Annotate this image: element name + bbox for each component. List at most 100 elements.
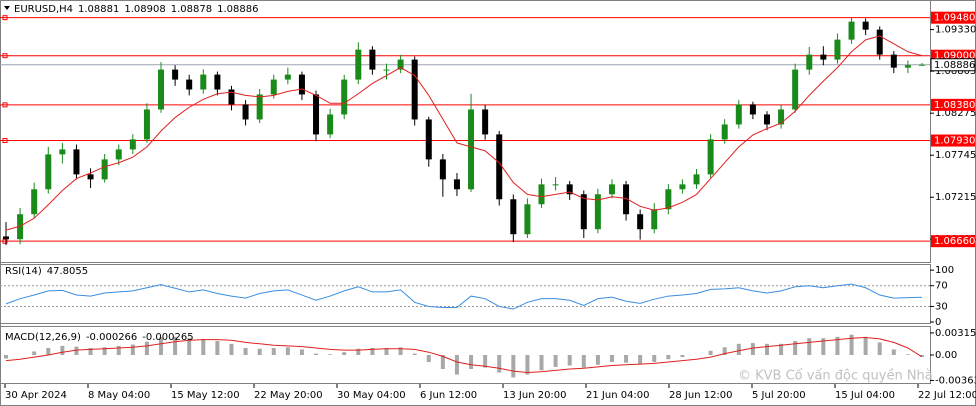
macd-bar xyxy=(130,344,135,355)
macd-bar xyxy=(215,341,220,355)
macd-bar xyxy=(201,338,206,355)
macd-bar xyxy=(511,355,516,378)
macd-header: -0.000265 xyxy=(142,332,193,343)
y-tick-label: 0.003154 xyxy=(935,328,976,339)
candle-body xyxy=(228,89,235,105)
macd-bar xyxy=(638,355,643,365)
candle-body xyxy=(778,109,785,125)
macd-bar xyxy=(609,355,614,362)
macd-bar xyxy=(497,355,502,373)
macd-bar xyxy=(736,343,741,355)
macd-bar xyxy=(32,351,37,355)
y-tick-label: 1.08805 xyxy=(935,66,976,77)
y-tick-label: 1.07215 xyxy=(935,192,976,203)
level-label: 1.06660 xyxy=(934,236,975,247)
macd-bar xyxy=(722,347,727,355)
level-label-bg xyxy=(931,134,975,147)
macd-bar xyxy=(567,355,572,366)
candle-body xyxy=(298,74,305,95)
macd-bar xyxy=(581,355,586,368)
rsi-header: RSI(14) xyxy=(5,266,42,277)
rsi-header: 47.8055 xyxy=(47,266,88,277)
candle-body xyxy=(369,49,376,70)
candle-body xyxy=(848,21,855,40)
candle-body xyxy=(679,184,686,190)
level-label-bg xyxy=(931,98,975,111)
macd-bar xyxy=(849,334,854,355)
macd-bar xyxy=(891,349,896,355)
candle-body xyxy=(496,134,503,200)
watermark: © KVB Cố vấn độc quyền Nhà xyxy=(738,369,933,384)
candle-body xyxy=(524,204,531,235)
level-label: 1.07930 xyxy=(934,136,975,147)
x-tick-label: 5 Jul 20:00 xyxy=(752,390,806,401)
candle-body xyxy=(876,29,883,55)
macd-bar xyxy=(314,353,319,355)
macd-bar xyxy=(426,355,431,362)
candle-body xyxy=(651,209,658,230)
y-tick-label: 1.09330 xyxy=(935,25,976,36)
macd-bar xyxy=(793,341,798,355)
candle-body xyxy=(594,194,601,230)
candle-body xyxy=(3,236,9,240)
macd-bar xyxy=(328,354,333,355)
header-text: 1.08886 xyxy=(217,4,258,15)
level-label-bg xyxy=(931,11,975,24)
candle-body xyxy=(355,49,362,80)
macd-bar xyxy=(4,355,8,359)
header-text: 1.08878 xyxy=(171,4,212,15)
macd-bar xyxy=(398,347,403,355)
candle-body xyxy=(411,59,418,120)
macd-header: MACD(12,26,9) xyxy=(5,332,81,343)
candle-body xyxy=(763,114,770,125)
level-label: 1.08380 xyxy=(934,100,975,111)
candle-body xyxy=(214,74,221,90)
macd-bar xyxy=(835,336,840,355)
candle-body xyxy=(327,114,334,135)
candle-body xyxy=(580,194,587,230)
candle-body xyxy=(115,149,122,160)
macd-bar xyxy=(750,343,755,355)
macd-bar xyxy=(539,355,544,371)
level-marker xyxy=(2,102,8,108)
y-tick-label: 100 xyxy=(935,265,954,276)
macd-bar xyxy=(243,348,248,355)
candle-body xyxy=(158,69,165,110)
x-tick-label: 6 Jun 12:00 xyxy=(420,390,477,401)
header-text: 1.08881 xyxy=(78,4,119,15)
macd-bar xyxy=(877,342,882,355)
moving-average xyxy=(5,35,923,231)
candle-body xyxy=(129,139,136,150)
macd-bar xyxy=(680,355,685,358)
macd-bar xyxy=(905,354,910,355)
macd-bar xyxy=(88,348,93,355)
level-marker xyxy=(2,15,8,21)
macd-bar xyxy=(285,347,290,355)
candle-body xyxy=(17,214,24,240)
x-tick-label: 15 Jul 04:00 xyxy=(835,390,895,401)
macd-bar xyxy=(652,355,657,362)
candle-body xyxy=(665,189,672,210)
level-label: 1.09480 xyxy=(934,13,975,24)
candle-body xyxy=(101,159,108,180)
level-marker xyxy=(2,138,8,144)
macd-signal xyxy=(5,336,923,374)
x-tick-label: 30 Apr 2024 xyxy=(5,390,67,401)
level-marker xyxy=(2,53,8,59)
candle-body xyxy=(749,104,756,115)
candle-body xyxy=(284,74,291,80)
candle-body xyxy=(510,199,517,235)
header-text: EURUSD,H4 xyxy=(14,4,73,15)
macd-bar xyxy=(342,352,347,355)
candle-body xyxy=(608,184,615,195)
candle-body xyxy=(566,184,573,195)
y-tick-label: -0.003634 xyxy=(935,375,976,386)
macd-bar xyxy=(144,341,149,355)
macd-bar xyxy=(384,348,389,355)
macd-bar xyxy=(229,343,234,355)
menu-triangle[interactable] xyxy=(4,6,10,10)
y-tick-label: 0.00 xyxy=(935,350,957,361)
candle-body xyxy=(623,184,630,215)
macd-bar xyxy=(454,355,459,375)
